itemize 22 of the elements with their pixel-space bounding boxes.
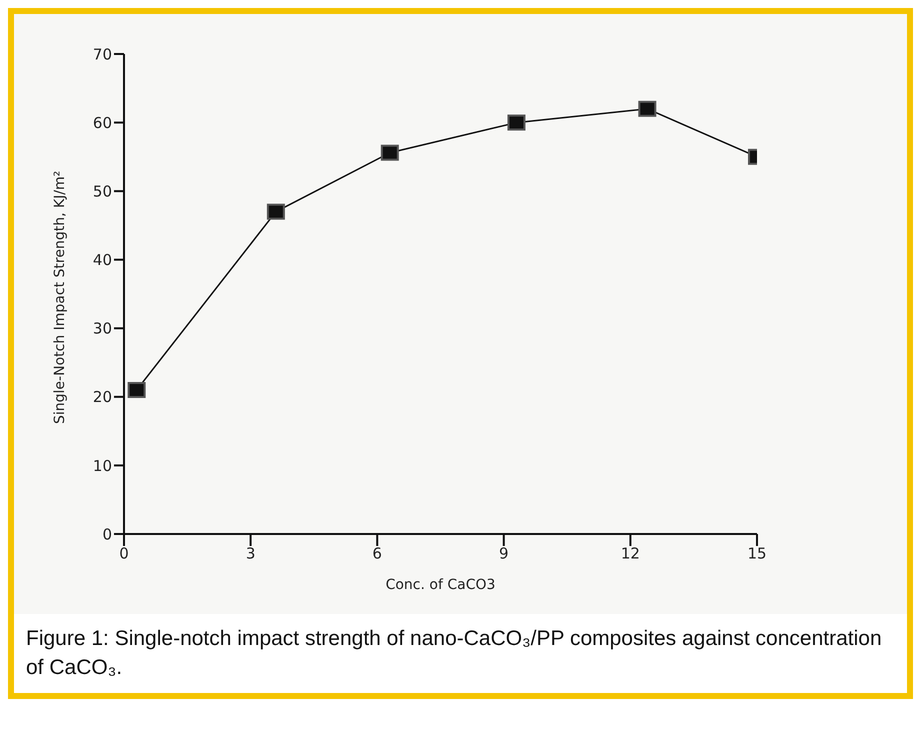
y-tick-label: 40 <box>92 251 112 270</box>
y-axis-title: Single-Notch Impact Strength, KJ/m² <box>52 170 68 424</box>
point <box>380 144 399 161</box>
y-tick-label: 30 <box>92 320 112 338</box>
y-tick-label: 20 <box>92 388 112 406</box>
x-tick-label: 9 <box>499 544 509 563</box>
x-tick-label: 6 <box>372 544 382 563</box>
y-tick-label: 60 <box>92 114 112 132</box>
text: Figure 1: Single-notch impact strength of nano-CaCO₃/PP composites against concentration of CaCO₃. <box>26 627 882 680</box>
y-tick-label: 70 <box>92 45 112 64</box>
x-axis-title: Conc. of CaCO3 <box>386 577 496 593</box>
x-tick-label: 3 <box>246 544 256 563</box>
x-tick-label: 15 <box>747 544 767 563</box>
x-tick-label: 12 <box>620 544 640 563</box>
y-tick-label: 50 <box>92 182 112 200</box>
y-tick-label: 10 <box>92 456 112 475</box>
x-tick-label: 0 <box>119 544 129 563</box>
point <box>507 114 526 131</box>
point <box>266 204 285 220</box>
point <box>638 100 656 117</box>
y-tick-label: 0 <box>102 525 112 544</box>
point <box>128 382 146 398</box>
